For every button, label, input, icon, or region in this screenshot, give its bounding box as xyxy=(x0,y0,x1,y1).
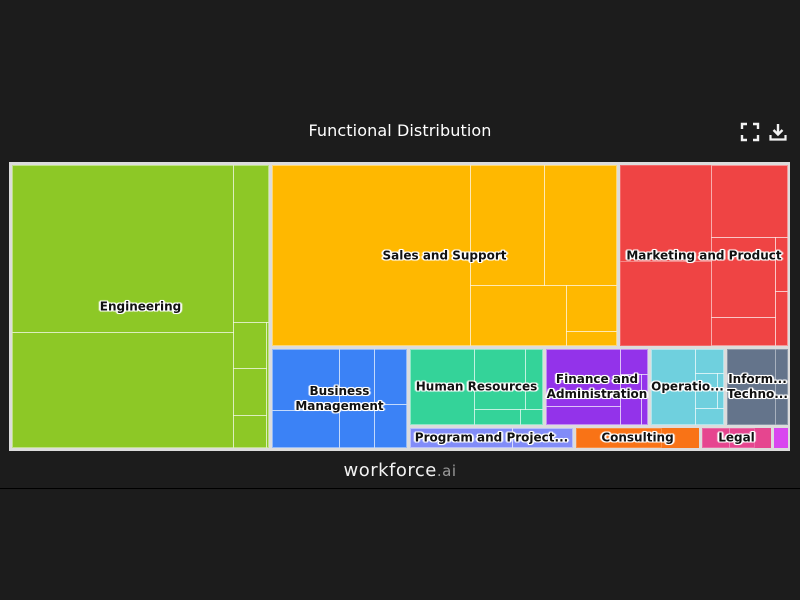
fullscreen-icon xyxy=(740,122,760,142)
treemap-cell-finance-and-administration[interactable]: Finance and Administration xyxy=(546,349,648,425)
brand-main: workforce xyxy=(343,460,437,481)
treemap-cell-legal[interactable]: Legal xyxy=(702,428,771,448)
treemap-cell-marketing-and-product[interactable]: Marketing and Product xyxy=(620,165,788,346)
treemap-cell-program-and-project[interactable]: Program and Project... xyxy=(410,428,573,448)
treemap-cell-other[interactable] xyxy=(774,428,788,448)
treemap-cell-business-management[interactable]: Business Management xyxy=(272,349,407,448)
download-icon xyxy=(769,124,787,141)
treemap-cell-information-technology[interactable]: Inform... Techno... xyxy=(727,349,788,425)
download-button[interactable] xyxy=(768,122,788,142)
treemap-cell-consulting[interactable]: Consulting xyxy=(576,428,699,448)
brand-suffix: .ai xyxy=(436,462,457,480)
treemap-chart: Engineering Sales and Support Marketing … xyxy=(9,162,790,451)
treemap-cell-engineering[interactable]: Engineering xyxy=(12,165,269,448)
treemap-cell-human-resources[interactable]: Human Resources xyxy=(410,349,543,425)
treemap-cell-sales-and-support[interactable]: Sales and Support xyxy=(272,165,617,346)
treemap-cell-operations[interactable]: Operatio... xyxy=(651,349,724,425)
chart-title: Functional Distribution xyxy=(308,121,492,140)
divider xyxy=(0,488,800,489)
fullscreen-button[interactable] xyxy=(740,122,760,142)
brand-logo: workforce.ai xyxy=(0,460,800,481)
